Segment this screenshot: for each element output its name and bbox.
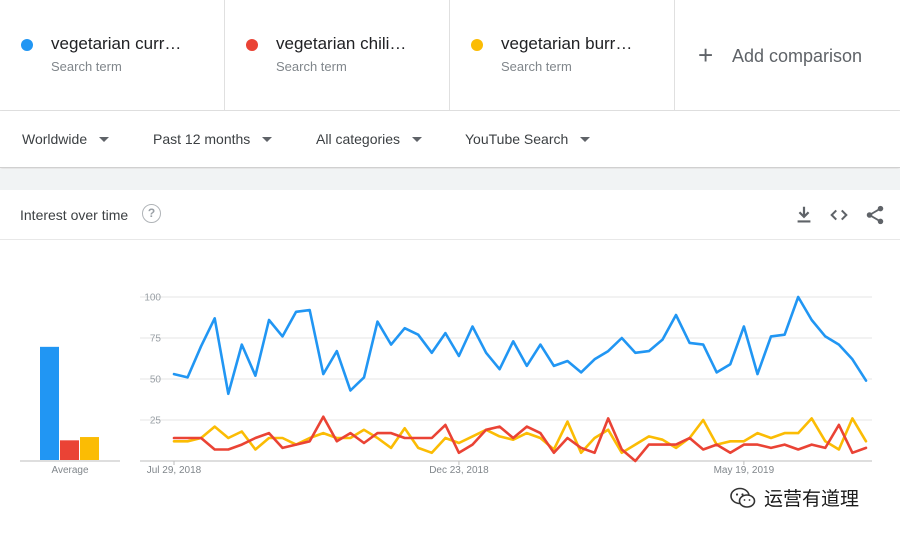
- y-tick-label: 75: [150, 334, 162, 345]
- wechat-icon: [730, 487, 756, 508]
- card-header: Interest over time ?: [0, 190, 900, 240]
- average-bar-2[interactable]: [60, 440, 79, 460]
- section-divider: [0, 169, 900, 190]
- region-dropdown[interactable]: Worldwide: [22, 131, 110, 147]
- term-1-label: vegetarian curr…: [51, 34, 182, 53]
- average-label: Average: [51, 465, 89, 476]
- plus-icon: +: [698, 40, 714, 70]
- series-line-1[interactable]: [172, 295, 868, 396]
- term-2-label: vegetarian chili…: [276, 34, 407, 53]
- filter-bar: Worldwide Past 12 months All categories …: [0, 111, 900, 168]
- term-2-color-dot: [246, 39, 258, 51]
- term-1-color-dot: [21, 39, 33, 51]
- y-tick-label: 100: [144, 293, 161, 304]
- caret-down-icon: [580, 136, 591, 142]
- caret-down-icon: [262, 136, 273, 142]
- time-range-label: Past 12 months: [153, 131, 251, 147]
- x-axis-ticks: Jul 29, 2018 Dec 23, 2018 May 19, 2019: [147, 461, 775, 476]
- caret-down-icon: [412, 136, 423, 142]
- add-comparison-label: Add comparison: [732, 46, 863, 66]
- average-bar-chart: Average: [20, 346, 120, 476]
- embed-icon[interactable]: [828, 204, 850, 226]
- interest-chart: Average 25 50 75 100 Jul 29, 2018 Dec 23, 20…: [20, 293, 872, 476]
- term-3-color-dot: [471, 39, 483, 51]
- caret-down-icon: [99, 136, 110, 142]
- add-comparison-button[interactable]: + Add comparison: [675, 0, 900, 111]
- search-term-1[interactable]: vegetarian curr… Search term: [0, 0, 225, 111]
- watermark: 运营有道理: [730, 484, 859, 511]
- category-label: All categories: [316, 131, 401, 147]
- term-2-type: Search term: [276, 59, 347, 74]
- series-line-2[interactable]: [172, 415, 868, 463]
- average-bar-1[interactable]: [40, 346, 59, 460]
- help-icon[interactable]: ?: [142, 204, 161, 223]
- chart-gridlines: [140, 296, 872, 462]
- download-icon[interactable]: [793, 204, 815, 226]
- y-tick-label: 50: [150, 375, 162, 386]
- series-lines[interactable]: [172, 295, 868, 463]
- y-tick-label: 25: [150, 416, 162, 427]
- property-dropdown[interactable]: YouTube Search: [465, 131, 591, 147]
- category-dropdown[interactable]: All categories: [316, 131, 423, 147]
- share-icon[interactable]: [864, 204, 886, 226]
- x-tick-label: May 19, 2019: [714, 465, 775, 476]
- average-bar-3[interactable]: [80, 437, 99, 460]
- comparison-bar: vegetarian curr… Search term vegetarian …: [0, 0, 900, 111]
- watermark-text: 运营有道理: [764, 488, 860, 510]
- property-label: YouTube Search: [465, 131, 569, 147]
- term-3-label: vegetarian burr…: [501, 34, 633, 53]
- time-range-dropdown[interactable]: Past 12 months: [153, 131, 273, 147]
- series-line-3[interactable]: [172, 417, 868, 455]
- y-axis-ticks: 25 50 75 100: [144, 293, 161, 427]
- term-3-type: Search term: [501, 59, 572, 74]
- region-label: Worldwide: [22, 131, 88, 147]
- x-tick-label: Jul 29, 2018: [147, 465, 202, 476]
- search-term-2[interactable]: vegetarian chili… Search term: [225, 0, 450, 111]
- x-tick-label: Dec 23, 2018: [429, 465, 489, 476]
- interest-over-time-card: Interest over time ? Average 25 50 75 100 J…: [0, 190, 900, 537]
- card-title: Interest over time: [20, 207, 129, 223]
- term-1-type: Search term: [51, 59, 122, 74]
- search-term-3[interactable]: vegetarian burr… Search term: [450, 0, 675, 111]
